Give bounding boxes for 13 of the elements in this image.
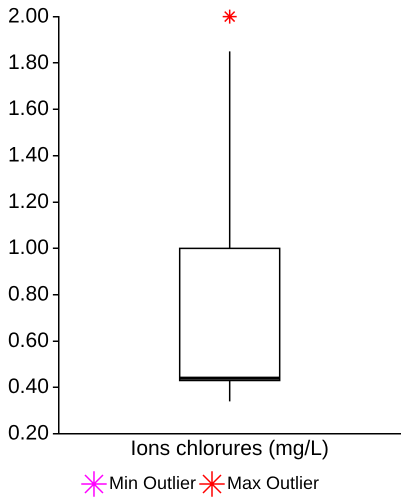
x-tick-label: Ions chlorures (mg/L) — [130, 437, 329, 460]
y-tick-label: 2.00 — [8, 4, 49, 28]
y-tick-label: 0.60 — [8, 328, 49, 352]
y-tick-label: 0.20 — [8, 422, 49, 445]
y-tick-label: 1.00 — [8, 236, 49, 260]
legend-label: Max Outlier — [227, 472, 320, 493]
y-tick-label: 1.60 — [8, 97, 49, 120]
y-tick-label: 1.20 — [8, 190, 49, 213]
y-tick-label: 1.80 — [8, 50, 49, 74]
y-tick-label: 0.80 — [8, 282, 49, 306]
y-tick-label: 1.40 — [8, 143, 49, 166]
y-tick-label: 0.40 — [8, 375, 49, 398]
legend-label: Min Outlier — [108, 472, 196, 493]
